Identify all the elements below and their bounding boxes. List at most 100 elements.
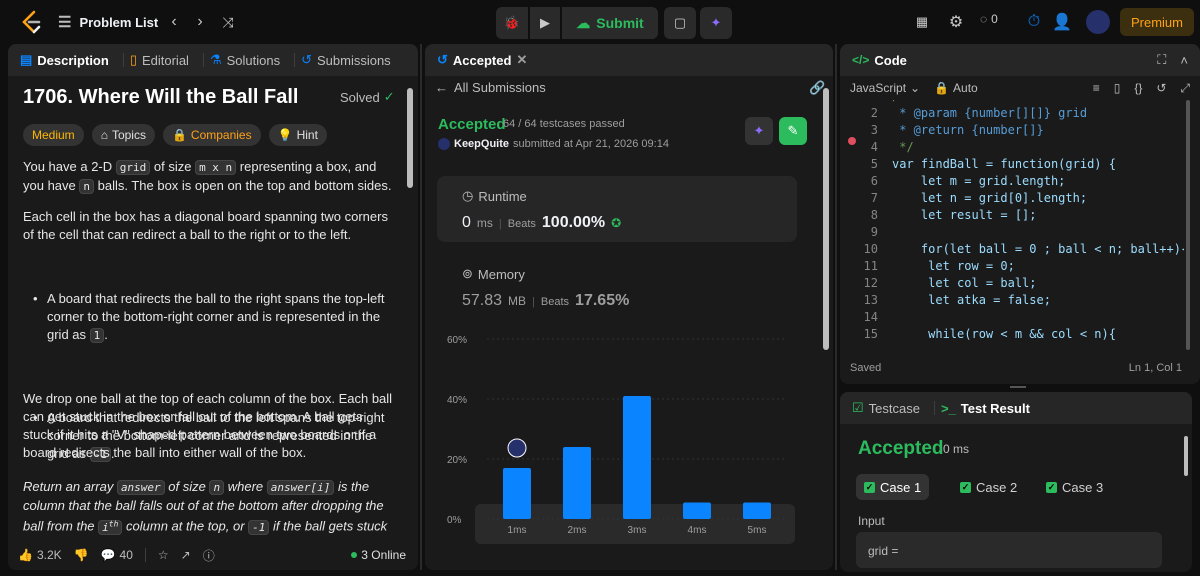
panel-resize-handle[interactable] [420,44,422,570]
panel-resize-handle[interactable] [835,44,837,570]
like-button[interactable]: 👍 3.2K [18,548,62,562]
hint-label: Hint [296,128,318,142]
thumbs-down-icon[interactable]: 👎 [73,548,89,562]
debug-icon[interactable]: 🐞 [496,7,528,39]
checkbox-icon: ☑ [852,400,864,415]
star-icon[interactable]: ☆ [157,548,169,562]
share-icon[interactable]: ↗ [180,548,191,562]
tab-description[interactable]: ▤ Description [20,52,109,68]
maximize-icon[interactable]: ⛶ [1157,52,1167,67]
divider [202,53,204,67]
back-to-submissions[interactable]: ← All Submissions [435,80,546,95]
notes-icon[interactable]: ▢ [664,7,696,39]
text: You have a 2-D [23,159,116,174]
tab-testcase[interactable]: ☑ Testcase [852,400,920,416]
tab-code[interactable]: </> Code [852,53,907,68]
timer-icon[interactable]: ⏱ [1027,13,1041,30]
chart-bar[interactable] [623,396,651,519]
link-icon[interactable]: 🔗 [809,80,826,95]
text: balls. The box is open on the top and bo… [94,178,392,193]
mode-label: Auto [953,81,978,95]
settings-gear-icon[interactable]: ⚙ [948,14,964,31]
tab-test-result-label: Test Result [960,400,1030,416]
memory-card[interactable]: ⊚ Memory 57.83 MB | Beats 17.65% [437,258,797,318]
panel-resize-handle[interactable] [1010,386,1026,388]
submission-scrollbar[interactable] [823,88,829,350]
ai-sparkle-icon[interactable]: ✦ [700,7,732,39]
line-code: let col = ball; [892,276,1037,290]
description-panel: ▤ Description ▯ Editorial ⚗ Solutions ↺ … [8,44,418,570]
layout-grid-icon[interactable]: ▦ [915,14,929,29]
submission-status: Accepted [438,116,506,133]
avatar[interactable] [1086,10,1110,34]
code-header: </> Code ⛶ ˄ [840,44,1200,76]
case-tab-2[interactable]: ✓ Case 2 [952,474,1025,500]
help-icon[interactable]: ⓘ [202,548,215,563]
code-area[interactable]: 1 /** 2 * @param {number[][]} grid 3 * @ret… [840,100,1184,350]
runtime-card[interactable]: ◷ Runtime 0 ms | Beats 100.00% ✪ [437,176,797,242]
hint-chip[interactable]: 💡 Hint [268,124,327,146]
comments-button[interactable]: 💬 40 [101,548,133,562]
line-number: 4 [870,140,878,154]
submitter-name[interactable]: KeepQuite [454,138,510,150]
bookmark-icon[interactable]: ▯ [1113,81,1121,95]
close-icon[interactable]: ✕ [516,52,528,67]
breakpoint-icon[interactable] [848,137,856,145]
description-scrollbar[interactable] [407,88,413,188]
memory-label-row: ⊚ Memory [462,266,525,282]
test-scrollbar[interactable] [1184,436,1188,476]
shuffle-icon[interactable]: ⤨ [222,13,234,30]
case-tab-1[interactable]: ✓ Case 1 [856,474,930,500]
premium-button[interactable]: Premium [1120,8,1194,36]
expand-icon[interactable]: ⤢ [1180,80,1190,95]
leetcode-logo-icon[interactable] [18,8,44,36]
code-scrollbar[interactable] [1186,100,1190,350]
document-icon: ▤ [20,52,33,67]
line-code: let result = []; [892,208,1037,222]
reset-icon[interactable]: ↺ [1156,81,1167,95]
companies-chip[interactable]: 🔒 Companies [162,124,261,146]
code-editor-panel: </> Code ⛶ ˄ JavaScript ⌄ 🔒 Auto ≡ ▯ {} … [840,44,1200,384]
case-tab-3[interactable]: ✓ Case 3 [1038,474,1111,500]
tab-editorial[interactable]: ▯ Editorial [130,52,189,68]
prev-problem-icon[interactable]: ‹ [171,13,177,30]
edit-solution-icon[interactable]: ✎ [779,117,807,145]
language-select[interactable]: JavaScript ⌄ [850,81,920,95]
line-code: let row = 0; [892,259,1015,273]
list-icon: ☰ [58,14,72,31]
chart-bar[interactable] [683,502,711,520]
add-user-icon[interactable]: 👤 [1052,14,1072,31]
testcases-passed: 64 / 64 testcases passed [503,118,625,130]
chart-x-tick: 4ms [688,525,707,536]
runtime-label-row: ◷ Runtime [462,188,527,204]
text: is the column that the ball falls out of… [23,479,384,534]
analyze-sparkle-icon[interactable]: ✦ [745,117,773,145]
problem-list-button[interactable]: ☰ Problem List [58,12,158,32]
run-icon[interactable]: ▶ [530,7,560,39]
memory-label: Memory [477,266,525,282]
tab-submissions[interactable]: ↺ Submissions [301,52,391,68]
format-icon[interactable]: ≡ [1092,81,1100,95]
submit-button[interactable]: ☁ Submit [562,7,658,39]
topics-chip[interactable]: ⌂ Topics [91,124,155,146]
companies-label: Companies [190,128,252,142]
thumbs-up-icon: 👍 [18,548,33,562]
test-runtime: 0 ms [943,442,970,456]
streak-counter[interactable]: ◌ 0 [980,12,998,26]
tab-accepted[interactable]: ↺ Accepted ✕ [437,52,527,68]
code-icon: </> [852,53,870,67]
text: of size [150,159,196,174]
chart-bar[interactable] [563,447,591,519]
chart-bar[interactable] [743,502,771,520]
next-problem-icon[interactable]: › [197,13,203,30]
history-icon: ↺ [437,52,448,67]
tab-test-result[interactable]: >_ Test Result [941,401,1030,416]
description-paragraph: You have a 2-D grid of size m x n repres… [23,158,393,196]
cursor-position: Ln 1, Col 1 [1128,362,1182,374]
braces-icon[interactable]: {} [1134,81,1143,95]
auto-mode-toggle[interactable]: 🔒 Auto [934,81,978,95]
tab-solutions[interactable]: ⚗ Solutions [210,52,280,68]
collapse-icon[interactable]: ˄ [1180,52,1188,68]
chart-bar[interactable] [503,468,531,519]
online-dot-icon [351,552,358,558]
